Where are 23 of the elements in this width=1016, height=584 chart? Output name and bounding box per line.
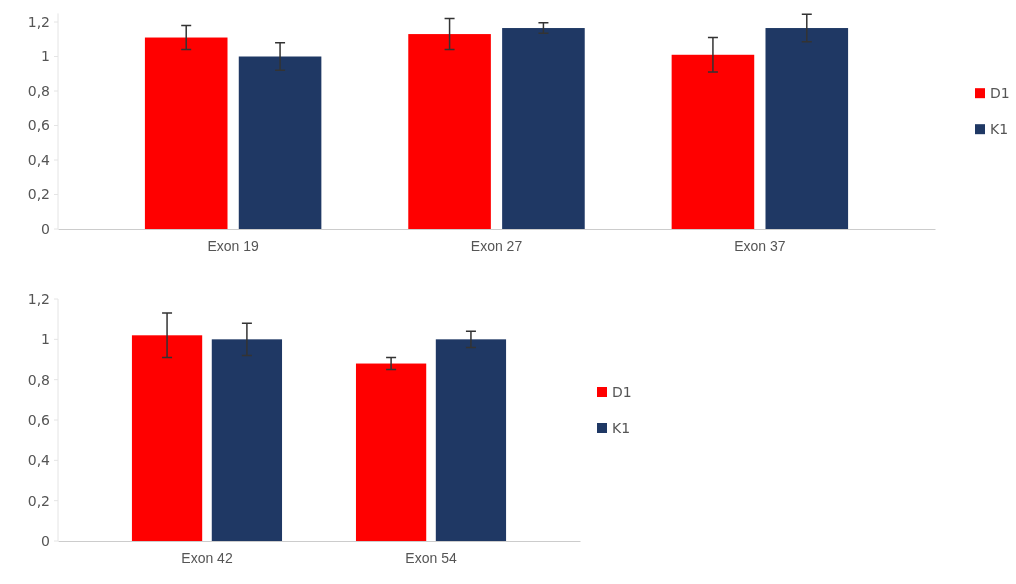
legend-label: D1 [990, 85, 1010, 102]
y-tick-label: 0,6 [27, 411, 51, 428]
x-tick-label: Exon 37 [734, 237, 786, 254]
x-tick-label: Exon 54 [405, 549, 457, 566]
x-tick-label: Exon 27 [470, 237, 523, 254]
y-tick-label: 0,6 [27, 117, 51, 134]
y-tick-label: 0,2 [27, 492, 50, 509]
y-tick-label: 0,4 [27, 151, 51, 168]
y-tick-label: 1,2 [27, 13, 50, 30]
y-tick-label: 0 [41, 220, 50, 237]
y-tick-label: 0 [41, 532, 50, 549]
y-tick-label: 0,4 [27, 452, 51, 469]
legend-label: K1 [990, 121, 1009, 138]
x-tick-label: Exon 19 [207, 237, 260, 254]
legend-label: K1 [612, 419, 631, 436]
y-tick-label: 0,8 [27, 82, 50, 99]
y-tick-label: 1 [41, 48, 50, 65]
legend-label: D1 [612, 383, 632, 400]
y-tick-label: 0,8 [27, 371, 50, 388]
x-tick-label: Exon 42 [181, 549, 233, 566]
y-tick-label: 0,2 [27, 186, 50, 203]
y-tick-label: 1,2 [27, 290, 50, 307]
y-tick-label: 1 [41, 331, 50, 348]
